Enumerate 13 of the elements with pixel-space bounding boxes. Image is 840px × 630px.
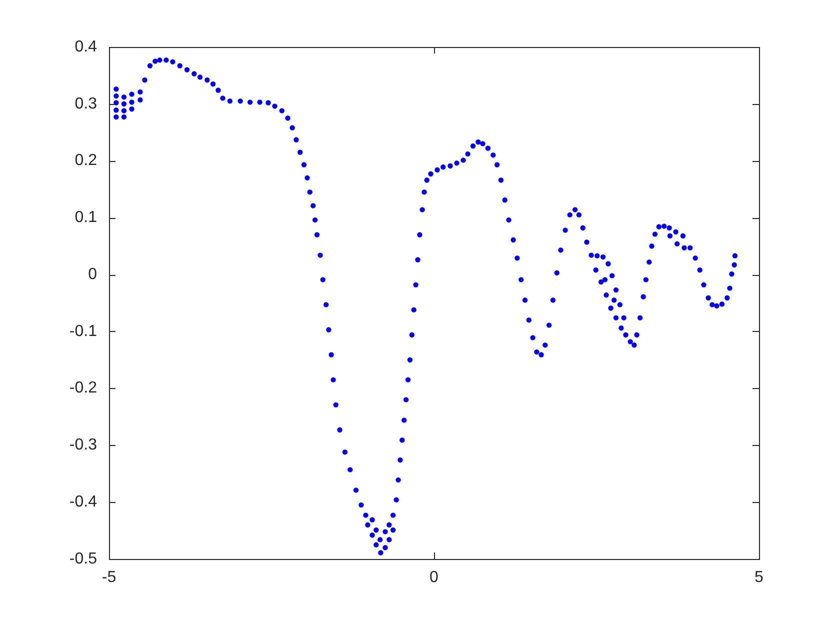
x-tick-label: -5 [102,569,116,586]
y-tick-label: -0.1 [69,322,98,340]
x-tick-label: 5 [754,569,764,586]
y-tick-label: 0.2 [74,152,98,170]
y-tick-label: -0.5 [69,550,98,568]
y-tick-label: -0.3 [69,436,98,454]
y-tick-label: -0.4 [69,494,98,511]
y-tick-label: -0.2 [69,380,98,397]
y-tick-label: 0.1 [74,209,98,226]
x-tick-label: 0 [430,569,439,586]
y-tick-label: 0.3 [74,95,98,112]
y-tick-label: 0 [88,266,98,283]
y-tick-label: 0.4 [74,38,98,56]
